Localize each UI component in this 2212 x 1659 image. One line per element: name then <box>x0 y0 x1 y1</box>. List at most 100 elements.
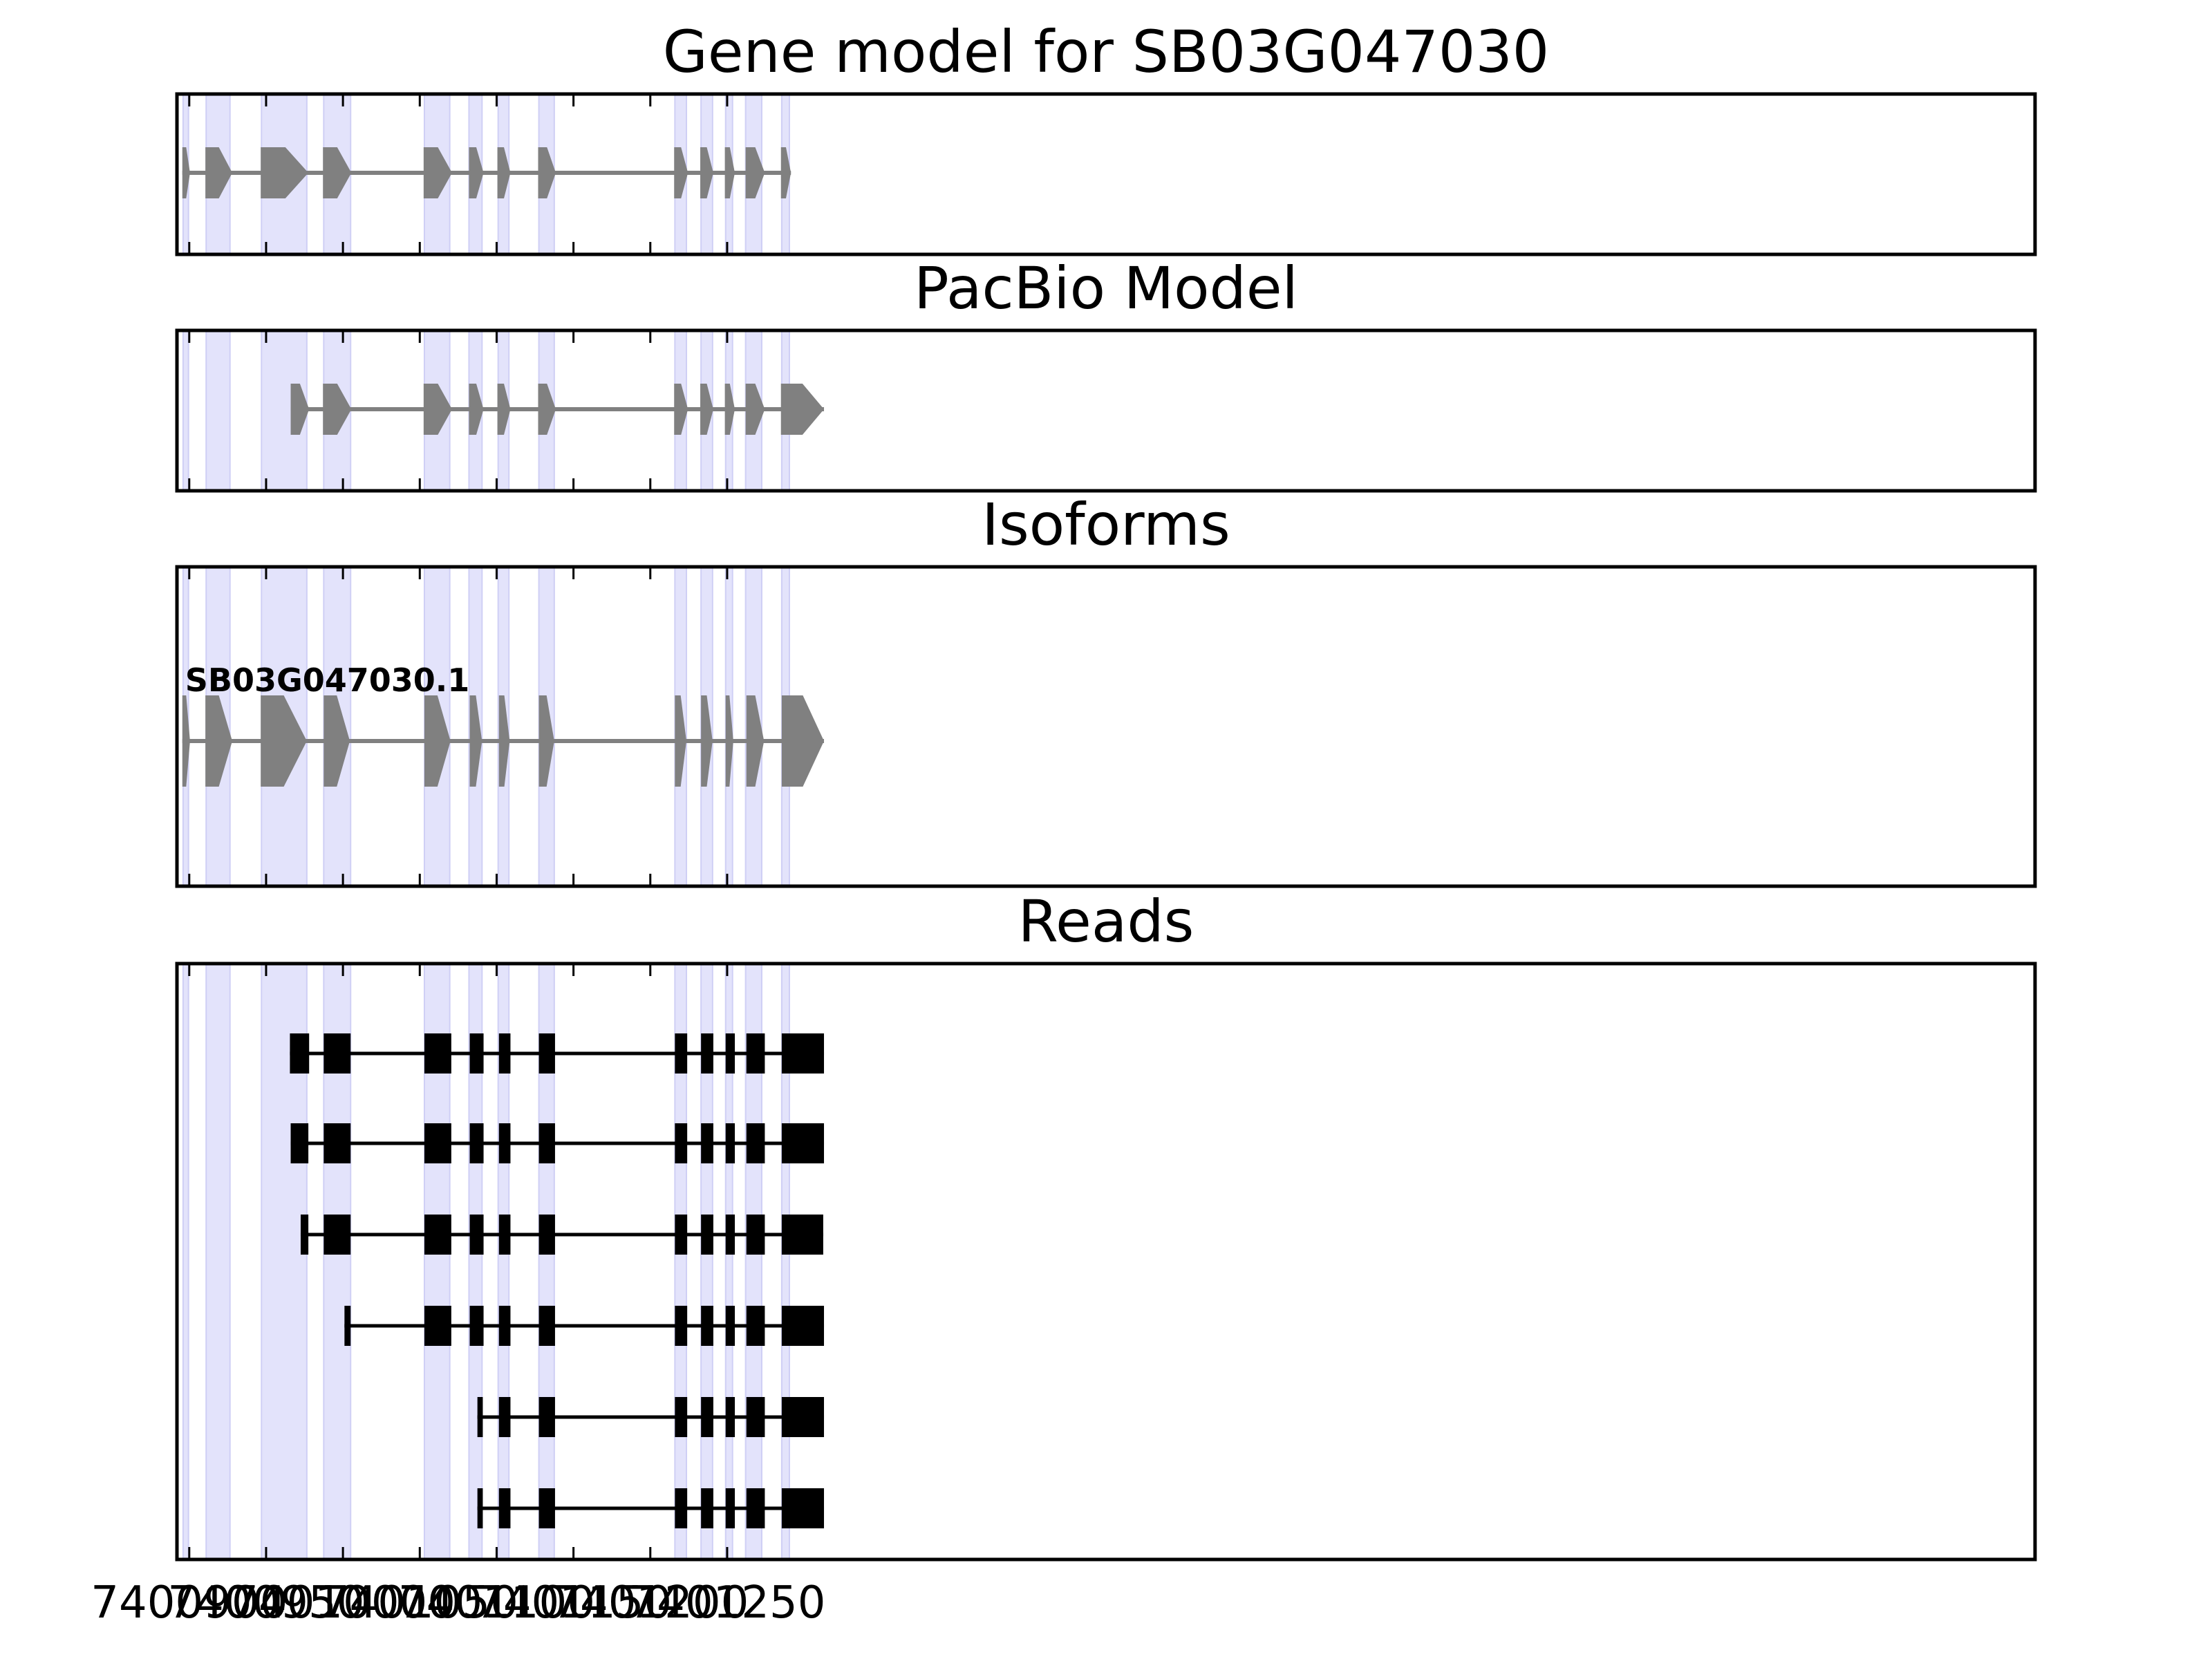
reads-model-3 <box>344 1306 825 1346</box>
x-tick-label: 7401050 <box>321 1577 518 1629</box>
read-exon <box>424 1033 451 1074</box>
pacbio-model-highlight-band-1 <box>205 330 231 491</box>
reads-highlight-band-1 <box>205 963 231 1560</box>
exon-arrow <box>701 695 713 787</box>
exon-arrow <box>323 384 352 435</box>
exon-arrow <box>538 384 556 435</box>
exon-arrow <box>725 695 733 787</box>
x-tick-label: 7401250 <box>628 1577 825 1629</box>
exon-arrow <box>205 147 233 198</box>
read-exon <box>746 1397 765 1437</box>
read-exon <box>725 1123 735 1163</box>
read-exon <box>675 1033 688 1074</box>
panel-reads: Reads <box>175 888 2037 1562</box>
read-exon <box>477 1488 483 1528</box>
x-axis-tick-labels: 7400900740095074010000740105074011007401… <box>91 1577 825 1629</box>
read-exon <box>701 1033 713 1074</box>
read-exon <box>324 1215 351 1255</box>
read-exon <box>324 1123 351 1163</box>
exon-arrow <box>261 695 307 787</box>
read-exon <box>675 1306 688 1346</box>
read-exon <box>538 1306 555 1346</box>
read-exon <box>675 1123 688 1163</box>
exon-arrow <box>675 695 687 787</box>
exon-arrow <box>324 695 350 787</box>
x-tick-label: 7401200 <box>552 1577 749 1629</box>
exon-arrow <box>497 384 511 435</box>
read-exon <box>344 1306 351 1346</box>
x-tick-label: 74010000 <box>230 1577 456 1629</box>
exon-arrow <box>323 147 352 198</box>
isoforms-title: Isoforms <box>982 491 1230 559</box>
read-exon <box>725 1306 735 1346</box>
read-exon <box>498 1306 511 1346</box>
exon-arrow <box>261 147 309 198</box>
pacbio-model-title: PacBio Model <box>914 254 1298 322</box>
read-exon <box>538 1033 555 1074</box>
exon-arrow <box>182 695 190 787</box>
read-exon <box>424 1306 451 1346</box>
exon-arrow <box>497 147 511 198</box>
exon-arrow <box>290 384 310 435</box>
exon-arrow <box>469 695 482 787</box>
pacbio-model-highlight-band-0 <box>182 330 189 491</box>
read-exon <box>725 1215 735 1255</box>
exon-arrow <box>745 147 765 198</box>
read-exon <box>538 1488 555 1528</box>
read-exon <box>701 1215 713 1255</box>
panel-pacbio-model: PacBio Model <box>175 254 2037 493</box>
read-exon <box>498 1123 511 1163</box>
read-exon <box>725 1488 735 1528</box>
reads-model-5 <box>477 1488 825 1528</box>
exon-arrow <box>781 695 825 787</box>
reads-highlight-band-0 <box>182 963 189 1560</box>
read-exon <box>498 1033 511 1074</box>
exon-arrow <box>674 384 688 435</box>
read-exon <box>675 1488 688 1528</box>
reads-model-2 <box>300 1215 823 1255</box>
read-exon <box>469 1215 484 1255</box>
exon-arrow <box>700 384 713 435</box>
read-exon <box>701 1397 713 1437</box>
read-exon <box>746 1306 765 1346</box>
reads-model-0 <box>290 1033 825 1074</box>
read-exon <box>701 1123 713 1163</box>
reads-model-4 <box>477 1397 825 1437</box>
read-exon <box>675 1397 688 1437</box>
isoforms-frame <box>175 565 2037 888</box>
panel-isoforms: SB03G047030.1 Isoforms <box>175 491 2037 888</box>
read-exon <box>746 1488 765 1528</box>
read-exon <box>746 1033 765 1074</box>
isoforms-model-0: SB03G047030.1 <box>182 662 825 787</box>
read-exon <box>538 1215 555 1255</box>
exon-arrow <box>469 147 484 198</box>
exon-arrow <box>746 695 765 787</box>
read-exon <box>498 1215 511 1255</box>
read-exon <box>701 1306 713 1346</box>
exon-arrow <box>469 384 484 435</box>
exon-arrow <box>423 384 452 435</box>
read-exon <box>746 1123 765 1163</box>
exon-arrow <box>745 384 765 435</box>
gene-model-frame <box>175 92 2037 256</box>
x-tick-label: 7400900 <box>91 1577 288 1629</box>
read-exon <box>675 1215 688 1255</box>
read-exon <box>469 1123 484 1163</box>
exon-arrow <box>724 147 735 198</box>
exon-arrow <box>424 695 451 787</box>
x-tick-label: 7401150 <box>475 1577 672 1629</box>
pacbio-model-model-0 <box>290 384 825 435</box>
read-exon <box>324 1033 351 1074</box>
exon-arrow <box>700 147 713 198</box>
panel-gene-model: Gene model for SB03G047030 <box>175 18 2037 256</box>
read-exon <box>469 1033 484 1074</box>
exon-arrow <box>724 384 735 435</box>
isoform-label: SB03G047030.1 <box>185 662 469 699</box>
reads-frame <box>175 962 2037 1562</box>
read-exon <box>746 1215 765 1255</box>
read-exon <box>781 1033 825 1074</box>
read-exon <box>781 1123 825 1163</box>
read-exon <box>781 1397 825 1437</box>
read-exon <box>725 1033 735 1074</box>
